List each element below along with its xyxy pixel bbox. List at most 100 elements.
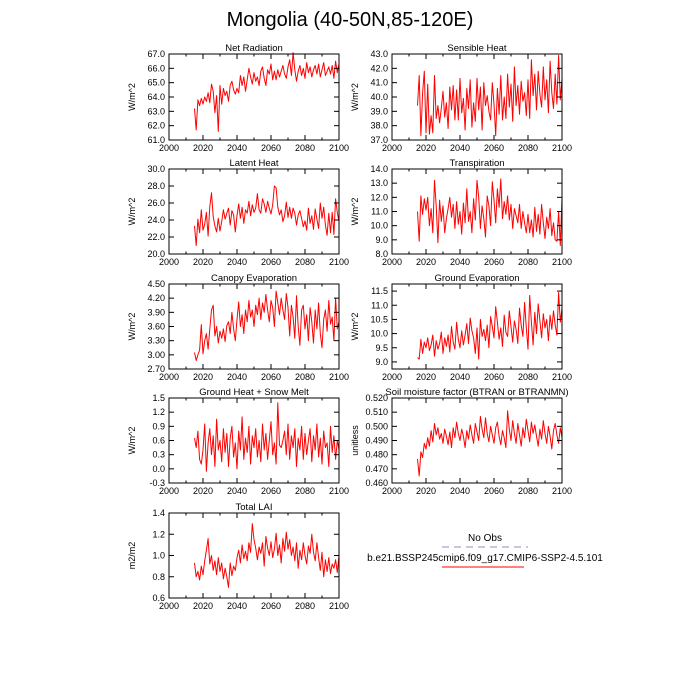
total-lai-panel-title: Total LAI <box>236 502 273 513</box>
soil-moisture-factor-btran-or-btranmn-xtick-label: 2040 <box>450 486 470 496</box>
ground-heat-snow-melt-ytick-label: 0.9 <box>152 421 165 431</box>
sensible-heat-xtick-label: 2040 <box>450 143 470 153</box>
ground-heat-snow-melt-panel-title: Ground Heat + Snow Melt <box>199 387 309 398</box>
canopy-evaporation-xtick-label: 2020 <box>193 372 213 382</box>
latent-heat-ytick-label: 28.0 <box>147 181 165 191</box>
total-lai-xtick-label: 2000 <box>159 601 179 611</box>
sensible-heat-xtick-label: 2100 <box>552 143 572 153</box>
latent-heat-series-line <box>194 185 340 246</box>
ground-heat-snow-melt-xtick-label: 2040 <box>227 486 247 496</box>
net-radiation-ytick-label: 65.0 <box>147 78 165 88</box>
ground-heat-snow-melt-ytick-label: 0.0 <box>152 464 165 474</box>
legend: No Obs b.e21.BSSP245cmip6.f09_g17.CMIP6-S… <box>367 533 603 568</box>
canopy-evaporation-ytick-label: 3.90 <box>147 307 165 317</box>
sensible-heat-xtick-label: 2080 <box>518 143 538 153</box>
ground-heat-snow-melt-series-line <box>194 402 340 472</box>
canopy-evaporation-xtick-label: 2040 <box>227 372 247 382</box>
ground-evaporation-ytick-label: 11.0 <box>371 300 388 310</box>
ground-evaporation-ytick-label: 10.0 <box>370 329 388 339</box>
latent-heat-xtick-label: 2100 <box>329 257 349 267</box>
net-radiation-ytick-label: 62.0 <box>147 121 165 131</box>
latent-heat-xtick-label: 2000 <box>159 257 179 267</box>
ground-evaporation-ytick-label: 9.0 <box>375 357 388 367</box>
ground-evaporation-ytick-label: 10.5 <box>370 314 388 324</box>
total-lai-ytick-label: 0.6 <box>152 593 165 603</box>
transpiration-ytick-label: 11.0 <box>371 207 388 217</box>
canopy-evaporation-xtick-label: 2100 <box>329 372 349 382</box>
canopy-evaporation-ytick-label: 2.70 <box>147 364 165 374</box>
canopy-evaporation-xtick-label: 2000 <box>159 372 179 382</box>
ground-heat-snow-melt-xtick-label: 2000 <box>159 486 179 496</box>
ground-evaporation-panel-title: Ground Evaporation <box>434 273 519 284</box>
soil-moisture-factor-btran-or-btranmn-series-line <box>417 410 563 477</box>
ground-heat-snow-melt-ytick-label: 1.5 <box>152 393 165 403</box>
soil-moisture-factor-btran-or-btranmn-xtick-label: 2100 <box>552 486 572 496</box>
soil-moisture-factor-btran-or-btranmn-ytick-label: 0.470 <box>365 464 388 474</box>
latent-heat-ytick-label: 26.0 <box>147 198 165 208</box>
soil-moisture-factor-btran-or-btranmn-xtick-label: 2020 <box>416 486 436 496</box>
ground-evaporation-ytick-label: 9.5 <box>375 343 388 353</box>
transpiration-ytick-label: 13.0 <box>370 178 388 188</box>
net-radiation-plot-frame <box>168 53 340 141</box>
latent-heat-xtick-label: 2020 <box>193 257 213 267</box>
net-radiation-xtick-label: 2040 <box>227 143 247 153</box>
transpiration-ytick-label: 9.0 <box>375 235 388 245</box>
ground-heat-snow-melt-xtick-label: 2100 <box>329 486 349 496</box>
soil-moisture-factor-btran-or-btranmn-panel-title: Soil moisture factor (BTRAN or BTRANMN) <box>385 387 568 398</box>
ground-evaporation-xtick-label: 2080 <box>518 372 538 382</box>
total-lai-ytick-label: 0.8 <box>152 572 165 582</box>
sensible-heat-xtick-label: 2020 <box>416 143 436 153</box>
soil-moisture-factor-btran-or-btranmn-ytick-label: 0.520 <box>365 393 388 403</box>
canopy-evaporation-ytick-label: 3.00 <box>147 350 165 360</box>
panel-transpiration: 2000 2020 2040 2060 2080 2100 8.0 9.0 10.0 11.0 12… <box>350 158 572 267</box>
total-lai-xtick-label: 2040 <box>227 601 247 611</box>
transpiration-panel-title: Transpiration <box>449 158 504 169</box>
soil-moisture-factor-btran-or-btranmn-y-axis-label: unitless <box>350 425 360 456</box>
latent-heat-xtick-label: 2060 <box>261 257 281 267</box>
canopy-evaporation-series-line <box>194 290 340 361</box>
latent-heat-ytick-label: 30.0 <box>147 164 165 174</box>
ground-evaporation-xtick-label: 2100 <box>552 372 572 382</box>
transpiration-xtick-label: 2060 <box>484 257 504 267</box>
sensible-heat-ytick-label: 43.0 <box>370 49 388 59</box>
transpiration-ytick-label: 10.0 <box>370 221 388 231</box>
canopy-evaporation-panel-title: Canopy Evaporation <box>211 273 297 284</box>
transpiration-xtick-label: 2000 <box>382 257 402 267</box>
page-title: Mongolia (40-50N,85-120E) <box>226 9 474 31</box>
sensible-heat-panel-title: Sensible Heat <box>447 43 507 54</box>
net-radiation-ytick-label: 64.0 <box>147 92 165 102</box>
ground-evaporation-ytick-label: 11.5 <box>371 286 388 296</box>
net-radiation-y-axis-label: W/m^2 <box>127 83 137 111</box>
ground-evaporation-xtick-label: 2020 <box>416 372 436 382</box>
latent-heat-ytick-label: 20.0 <box>147 249 165 259</box>
panel-latent-heat: 2000 2020 2040 2060 2080 2100 20.0 22.0 24.0 26.0… <box>127 158 349 267</box>
panel-soil-moisture-factor-btran-or-btranmn: 2000 2020 2040 2060 2080 2100 0.460 0.470 0.480 0… <box>350 387 572 496</box>
total-lai-y-axis-label: m2/m2 <box>127 542 137 570</box>
sensible-heat-ytick-label: 41.0 <box>370 78 388 88</box>
panel-sensible-heat: 2000 2020 2040 2060 2080 2100 37.0 38.0 39.0 40.0… <box>350 43 572 153</box>
ground-heat-snow-melt-ytick-label: 1.2 <box>152 407 165 417</box>
net-radiation-ytick-label: 61.0 <box>147 135 165 145</box>
ground-evaporation-xtick-label: 2040 <box>450 372 470 382</box>
canopy-evaporation-ytick-label: 3.60 <box>147 322 165 332</box>
net-radiation-xtick-label: 2060 <box>261 143 281 153</box>
transpiration-xtick-label: 2080 <box>518 257 538 267</box>
transpiration-ytick-label: 8.0 <box>375 249 388 259</box>
transpiration-ytick-label: 14.0 <box>370 164 388 174</box>
net-radiation-ytick-label: 67.0 <box>147 49 165 59</box>
sensible-heat-y-axis-label: W/m^2 <box>350 83 360 111</box>
canopy-evaporation-ytick-label: 4.20 <box>147 293 165 303</box>
ground-heat-snow-melt-xtick-label: 2060 <box>261 486 281 496</box>
net-radiation-xtick-label: 2000 <box>159 143 179 153</box>
sensible-heat-xtick-label: 2060 <box>484 143 504 153</box>
panel-total-lai: 2000 2020 2040 2060 2080 2100 0.6 0.8 1.0 1.2 1.4 T… <box>127 502 349 611</box>
net-radiation-xtick-label: 2100 <box>329 143 349 153</box>
panel-canopy-evaporation: 2000 2020 2040 2060 2080 2100 2.70 3.00 3.30 3.60… <box>127 273 349 382</box>
net-radiation-xtick-label: 2020 <box>193 143 213 153</box>
sensible-heat-ytick-label: 40.0 <box>370 92 388 102</box>
sensible-heat-ytick-label: 38.0 <box>370 121 388 131</box>
canopy-evaporation-y-axis-label: W/m^2 <box>127 313 137 341</box>
transpiration-series-line <box>417 178 563 246</box>
sensible-heat-ytick-label: 39.0 <box>370 106 388 116</box>
